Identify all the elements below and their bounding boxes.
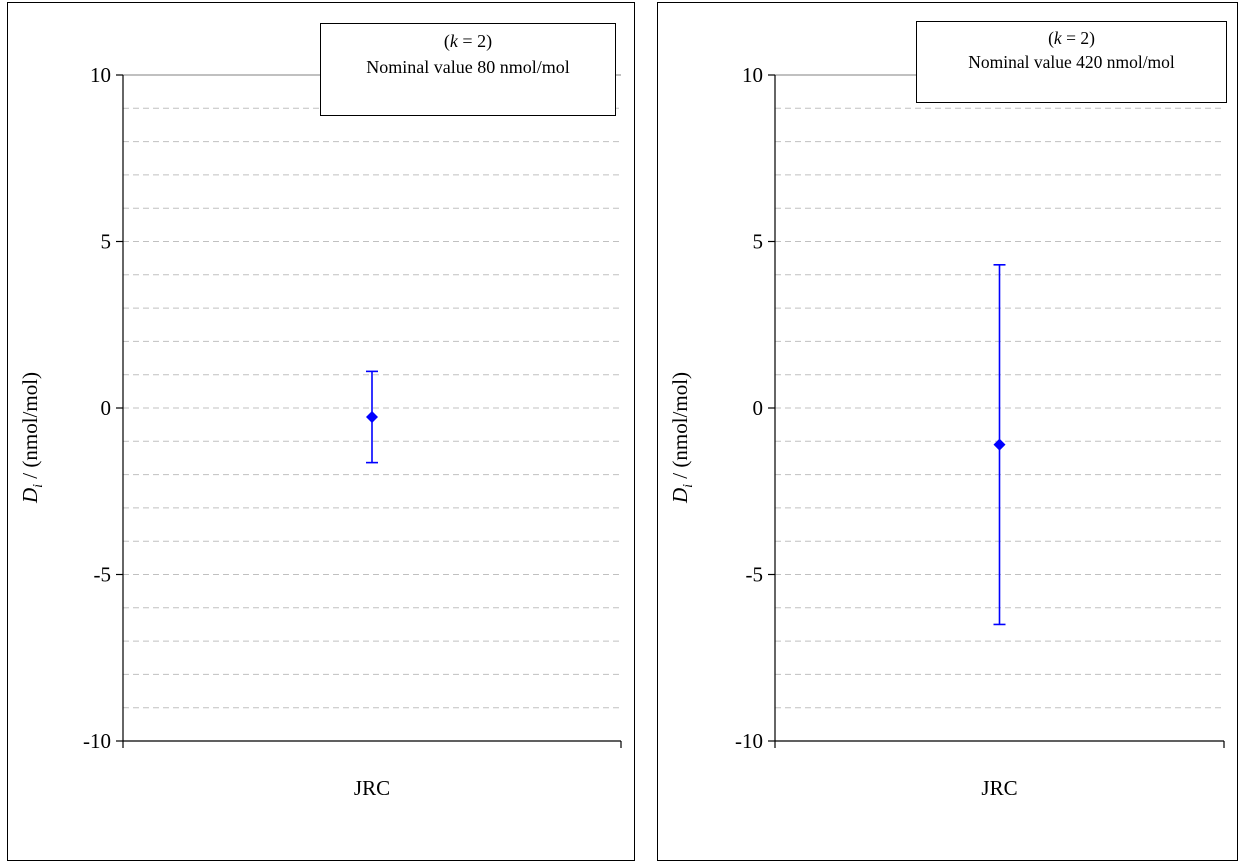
chart-svg-left: 10 5 0 -5 -10 JRC bbox=[83, 63, 622, 800]
legend-k-line: (k = 2) bbox=[443, 31, 493, 51]
x-tick-label: JRC bbox=[354, 776, 390, 800]
y-tick-label: -5 bbox=[746, 563, 764, 587]
legend-k-line: (k = 2) bbox=[1048, 28, 1095, 48]
y-tick-label: -10 bbox=[83, 729, 111, 753]
y-tick-label: -10 bbox=[735, 729, 763, 753]
y-axis-label-right: Di / (nmol/mol) bbox=[668, 371, 697, 503]
data-point-marker bbox=[993, 438, 1006, 451]
y-tick-label: 0 bbox=[101, 396, 112, 420]
legend-box-left: (k = 2) Nominal value 80 nmol/mol bbox=[320, 23, 616, 116]
legend-nominal-value: Nominal value 80 nmol/mol bbox=[366, 57, 570, 77]
y-tick-label: 5 bbox=[101, 230, 112, 254]
legend-nominal-value: Nominal value 420 nmol/mol bbox=[968, 52, 1175, 72]
chart-panel-right: 10 5 0 -5 -10 JRC (k = 2) Nominal value 420 n… bbox=[657, 2, 1238, 861]
y-tick-label: -5 bbox=[94, 563, 112, 587]
y-tick-label: 5 bbox=[753, 230, 764, 254]
legend-box-right: (k = 2) Nominal value 420 nmol/mol bbox=[916, 21, 1227, 103]
y-tick-label: 10 bbox=[742, 63, 763, 87]
x-tick-label: JRC bbox=[981, 776, 1017, 800]
chart-panel-left: 10 5 0 -5 -10 JRC (k = 2) Nominal value 80 nm… bbox=[7, 2, 635, 861]
data-point-marker bbox=[366, 410, 378, 423]
y-tick-label: 10 bbox=[90, 63, 111, 87]
y-axis-label-left: Di / (nmol/mol) bbox=[18, 371, 47, 503]
chart-svg-right: 10 5 0 -5 -10 JRC bbox=[735, 63, 1225, 800]
y-tick-label: 0 bbox=[753, 396, 764, 420]
